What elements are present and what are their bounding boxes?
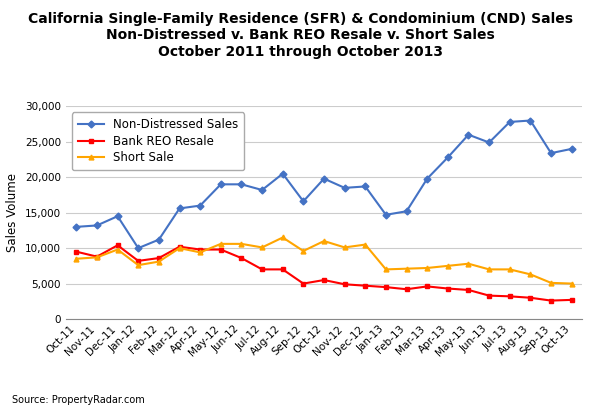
Non-Distressed Sales — [73, 225, 80, 229]
Bank REO Resale — [320, 278, 328, 283]
Bank REO Resale — [300, 281, 307, 286]
Short Sale — [134, 263, 142, 267]
Non-Distressed Sales — [217, 182, 224, 187]
Non-Distressed Sales — [320, 176, 328, 181]
Line: Non-Distressed Sales: Non-Distressed Sales — [74, 118, 574, 251]
Short Sale — [424, 265, 431, 270]
Short Sale — [527, 272, 534, 277]
Non-Distressed Sales — [94, 223, 101, 228]
Bank REO Resale — [259, 267, 266, 272]
Non-Distressed Sales — [362, 184, 369, 189]
Legend: Non-Distressed Sales, Bank REO Resale, Short Sale: Non-Distressed Sales, Bank REO Resale, S… — [72, 112, 244, 170]
Non-Distressed Sales — [547, 151, 554, 155]
Short Sale — [568, 281, 575, 286]
Short Sale — [320, 238, 328, 243]
Short Sale — [217, 241, 224, 246]
Short Sale — [73, 256, 80, 261]
Short Sale — [279, 235, 286, 240]
Non-Distressed Sales — [424, 176, 431, 181]
Bank REO Resale — [485, 293, 493, 298]
Short Sale — [114, 247, 121, 252]
Short Sale — [176, 246, 183, 251]
Line: Short Sale: Short Sale — [74, 235, 574, 286]
Bank REO Resale — [176, 244, 183, 249]
Non-Distressed Sales — [259, 188, 266, 193]
Bank REO Resale — [155, 256, 163, 261]
Short Sale — [547, 281, 554, 285]
Bank REO Resale — [341, 282, 348, 287]
Bank REO Resale — [444, 286, 451, 291]
Non-Distressed Sales — [465, 132, 472, 137]
Y-axis label: Sales Volume: Sales Volume — [7, 173, 19, 252]
Bank REO Resale — [73, 249, 80, 254]
Short Sale — [300, 249, 307, 254]
Bank REO Resale — [527, 295, 534, 300]
Non-Distressed Sales — [527, 118, 534, 123]
Non-Distressed Sales — [382, 212, 389, 217]
Bank REO Resale — [197, 247, 204, 252]
Bank REO Resale — [362, 283, 369, 288]
Non-Distressed Sales — [506, 119, 514, 124]
Short Sale — [444, 263, 451, 268]
Non-Distressed Sales — [114, 214, 121, 219]
Bank REO Resale — [568, 297, 575, 302]
Short Sale — [259, 245, 266, 250]
Short Sale — [485, 267, 493, 272]
Non-Distressed Sales — [568, 146, 575, 151]
Non-Distressed Sales — [444, 155, 451, 160]
Bank REO Resale — [506, 294, 514, 299]
Short Sale — [155, 259, 163, 264]
Line: Bank REO Resale: Bank REO Resale — [74, 243, 574, 303]
Non-Distressed Sales — [238, 182, 245, 187]
Bank REO Resale — [279, 267, 286, 272]
Bank REO Resale — [465, 288, 472, 292]
Short Sale — [197, 250, 204, 255]
Non-Distressed Sales — [155, 237, 163, 242]
Text: Source: PropertyRadar.com: Source: PropertyRadar.com — [12, 395, 145, 405]
Short Sale — [341, 245, 348, 250]
Non-Distressed Sales — [485, 140, 493, 145]
Bank REO Resale — [217, 247, 224, 252]
Short Sale — [403, 266, 410, 271]
Non-Distressed Sales — [403, 209, 410, 214]
Short Sale — [362, 242, 369, 247]
Short Sale — [506, 267, 514, 272]
Bank REO Resale — [547, 298, 554, 303]
Non-Distressed Sales — [134, 246, 142, 251]
Bank REO Resale — [238, 256, 245, 261]
Text: California Single-Family Residence (SFR) & Condominium (CND) Sales
Non-Distresse: California Single-Family Residence (SFR)… — [28, 12, 572, 58]
Short Sale — [238, 241, 245, 246]
Bank REO Resale — [134, 258, 142, 263]
Non-Distressed Sales — [300, 199, 307, 204]
Non-Distressed Sales — [176, 206, 183, 211]
Short Sale — [94, 255, 101, 260]
Non-Distressed Sales — [279, 171, 286, 176]
Short Sale — [382, 267, 389, 272]
Bank REO Resale — [382, 285, 389, 290]
Bank REO Resale — [424, 284, 431, 289]
Bank REO Resale — [114, 243, 121, 248]
Short Sale — [465, 261, 472, 266]
Bank REO Resale — [403, 287, 410, 292]
Non-Distressed Sales — [197, 203, 204, 208]
Bank REO Resale — [94, 254, 101, 259]
Non-Distressed Sales — [341, 185, 348, 190]
